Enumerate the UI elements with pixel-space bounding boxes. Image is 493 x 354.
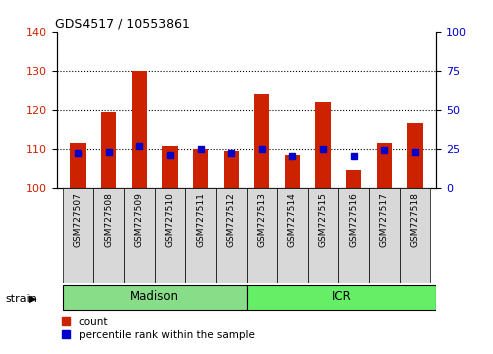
Bar <box>132 71 147 188</box>
Bar <box>377 143 392 188</box>
Bar <box>94 188 124 283</box>
Bar <box>63 285 246 310</box>
Bar <box>63 188 94 283</box>
Text: GSM727516: GSM727516 <box>349 193 358 247</box>
Text: GSM727518: GSM727518 <box>410 193 420 247</box>
Bar <box>254 94 270 188</box>
Text: strain: strain <box>5 294 37 304</box>
Bar <box>399 188 430 283</box>
Bar <box>346 170 361 188</box>
Text: GSM727507: GSM727507 <box>73 193 83 247</box>
Bar <box>124 188 155 283</box>
Bar <box>285 154 300 188</box>
Bar <box>308 188 338 283</box>
Legend: count, percentile rank within the sample: count, percentile rank within the sample <box>62 317 254 340</box>
Bar <box>70 143 86 188</box>
Text: ▶: ▶ <box>29 294 36 304</box>
Bar <box>369 188 399 283</box>
Bar <box>246 188 277 283</box>
Text: GSM727508: GSM727508 <box>104 193 113 247</box>
Text: GSM727509: GSM727509 <box>135 193 144 247</box>
Text: GSM727514: GSM727514 <box>288 193 297 247</box>
Text: GSM727510: GSM727510 <box>166 193 175 247</box>
Text: GSM727517: GSM727517 <box>380 193 389 247</box>
Bar <box>185 188 216 283</box>
Bar <box>223 150 239 188</box>
Bar <box>246 285 436 310</box>
Bar <box>101 112 116 188</box>
Bar <box>277 188 308 283</box>
Text: GSM727511: GSM727511 <box>196 193 205 247</box>
Bar <box>162 145 177 188</box>
Text: GDS4517 / 10553861: GDS4517 / 10553861 <box>55 18 190 31</box>
Text: GSM727512: GSM727512 <box>227 193 236 247</box>
Bar <box>316 102 331 188</box>
Bar <box>338 188 369 283</box>
Bar <box>193 149 208 188</box>
Text: GSM727515: GSM727515 <box>318 193 327 247</box>
Text: ICR: ICR <box>331 290 352 303</box>
Text: Madison: Madison <box>130 290 179 303</box>
Bar <box>155 188 185 283</box>
Text: GSM727513: GSM727513 <box>257 193 266 247</box>
Bar <box>407 123 423 188</box>
Bar <box>216 188 246 283</box>
